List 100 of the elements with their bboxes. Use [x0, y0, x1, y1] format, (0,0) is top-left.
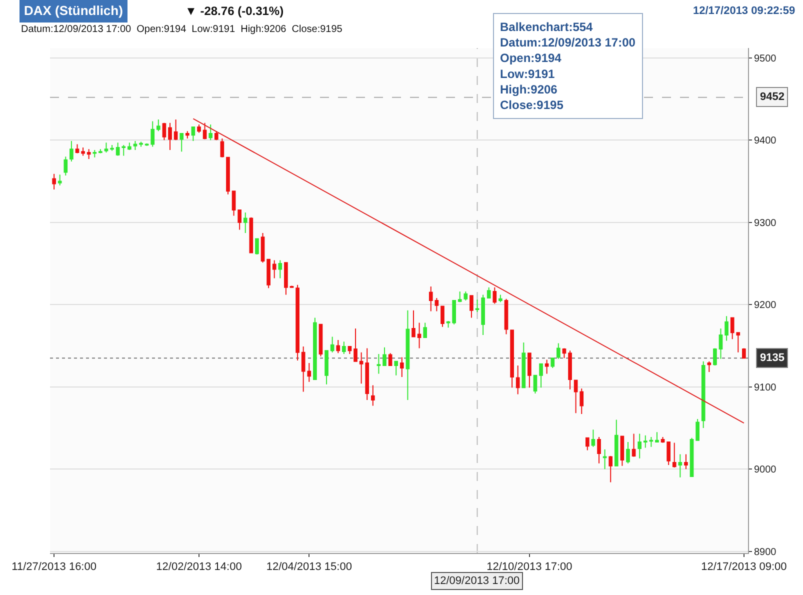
candlestick [486, 286, 491, 299]
candlestick [475, 299, 480, 313]
candlestick [626, 441, 630, 464]
candlestick [226, 156, 230, 195]
candlestick [724, 316, 728, 342]
y-tick-label: 9500 [754, 53, 777, 64]
candlestick [458, 290, 462, 303]
candlestick [544, 359, 549, 374]
candlestick [214, 130, 218, 141]
candlestick [580, 388, 584, 414]
candlestick [562, 348, 566, 359]
x-tick-label: 12/10/2013 17:00 [486, 561, 572, 574]
candlestick [672, 442, 676, 468]
candlestick [382, 346, 386, 366]
candlestick [440, 306, 444, 328]
candlestick [649, 436, 654, 448]
candlestick [365, 348, 370, 401]
candlestick [272, 260, 276, 279]
candlestick [110, 144, 114, 152]
text: Datum:12/09/2013 17:00 Open:9194 Low:9191 High:9206 Close:9195 [21, 24, 342, 35]
candlestick [498, 294, 502, 303]
candlestick [208, 124, 213, 141]
candlestick [290, 285, 294, 288]
candlestick [52, 173, 56, 190]
candlestick [678, 454, 682, 478]
candlestick [666, 441, 670, 466]
candlestick [539, 363, 543, 388]
candlestick [452, 300, 456, 325]
y-tick-label: 9400 [754, 136, 777, 147]
candlestick [133, 140, 138, 150]
candlestick [608, 455, 613, 483]
candlestick [660, 436, 665, 444]
candlestick [104, 142, 108, 153]
candlestick [614, 419, 618, 466]
candlestick [260, 232, 265, 264]
candlestick [481, 294, 485, 336]
candlestick [296, 284, 300, 362]
candlestick [446, 320, 450, 328]
candlestick [232, 190, 236, 216]
candlestick [342, 341, 346, 354]
candlestick [75, 144, 80, 154]
candlestick [522, 342, 526, 388]
text: 12/17/2013 09:22:59 [693, 5, 796, 17]
candlestick [713, 348, 717, 366]
candlestick [620, 436, 624, 466]
candlestick [86, 148, 91, 160]
candlestick [185, 130, 190, 139]
candlestick [70, 140, 74, 162]
candlestick [330, 336, 334, 353]
candlestick [197, 124, 201, 134]
candlestick [354, 328, 358, 362]
candlestick [533, 374, 538, 394]
candlestick [359, 352, 364, 384]
candlestick [574, 380, 578, 414]
annotation: Datum:12/09/2013 17:00 Open:9194 Low:9191 High:9206 Close:9195 [500, 36, 636, 112]
candlestick [255, 238, 259, 255]
candlestick [168, 122, 172, 150]
chart-title: DAX (Stündlich) [24, 3, 123, 18]
y-tick-label: 9200 [754, 300, 777, 312]
candlestick [150, 120, 155, 148]
candlestick [58, 174, 62, 186]
candlestick [434, 298, 439, 312]
candlestick [602, 448, 607, 470]
x-tick-label: 12/09/2013 17:00 [434, 575, 520, 587]
candlestick [318, 324, 323, 357]
candlestick [470, 295, 474, 318]
ref-line-label: 9452 [760, 91, 784, 103]
x-tick-label: 11/27/2013 16:00 [12, 561, 96, 574]
candlestick [406, 310, 410, 401]
x-tick-label: 12/04/2013 15:00 [266, 561, 352, 574]
candlestick [417, 322, 422, 349]
candlestick [643, 434, 648, 448]
x-tick-label: 12/17/2013 09:00 [701, 561, 787, 574]
candlestick [504, 298, 508, 335]
y-tick-label: 8900 [754, 546, 777, 558]
candlestick [249, 216, 254, 254]
candlestick [556, 342, 560, 360]
candlestick [568, 350, 572, 390]
candlestick [220, 138, 224, 158]
candlestick [690, 437, 694, 478]
candlestick [632, 433, 636, 458]
candlestick [336, 339, 340, 354]
candlestick [174, 119, 178, 141]
candlestick [370, 384, 375, 406]
y-tick-label: 9300 [754, 218, 777, 229]
candlestick [510, 330, 514, 388]
candlestick [98, 148, 102, 154]
y-tick-label: 9000 [754, 464, 777, 476]
candlestick [684, 454, 688, 470]
candlestick [400, 356, 404, 378]
candlestick [696, 418, 700, 441]
candlestick [324, 350, 328, 385]
candlestick [284, 262, 288, 296]
candlestick [238, 210, 242, 230]
candlestick [139, 141, 143, 148]
candlestick [156, 119, 160, 132]
candlestick [313, 317, 317, 380]
candlestick [128, 142, 132, 150]
candlestick [528, 352, 532, 388]
candlestick [202, 122, 207, 140]
